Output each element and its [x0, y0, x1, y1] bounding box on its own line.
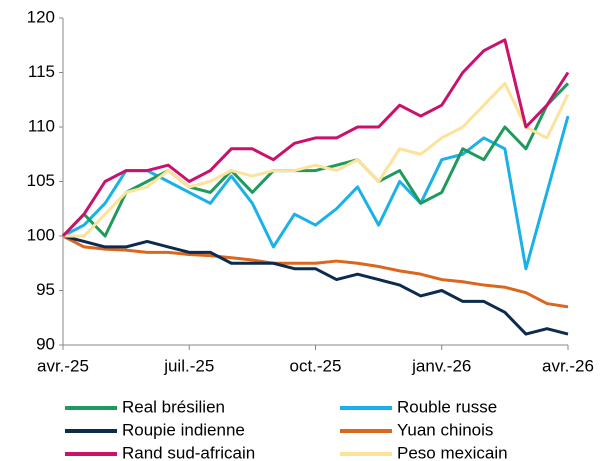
legend-label: Real brésilien [122, 397, 225, 416]
y-tick-label: 110 [28, 116, 55, 135]
series-line [63, 81, 570, 238]
legend-label: Rand sud-africain [122, 443, 255, 461]
y-tick-label: 95 [36, 280, 55, 299]
y-tick-label: 100 [27, 225, 55, 244]
y-tick-label: 105 [27, 171, 55, 190]
series-line [62, 234, 569, 309]
x-tick-label: janv.-26 [411, 356, 471, 375]
series-line [61, 82, 570, 238]
legend-label: Rouble russe [397, 397, 497, 416]
y-tick-label: 90 [36, 334, 55, 353]
series-line [62, 234, 569, 336]
x-tick-label: avr.-26 [542, 356, 594, 375]
y-tick-label: 115 [28, 62, 55, 81]
legend-label: Peso mexicain [397, 443, 508, 461]
x-tick-label: oct.-25 [290, 356, 342, 375]
y-tick-label: 120 [27, 7, 55, 26]
x-tick-label: juil.-25 [163, 356, 214, 375]
legend-label: Roupie indienne [122, 420, 245, 439]
legend-label: Yuan chinois [397, 420, 493, 439]
series-line [61, 38, 570, 238]
x-tick-label: avr.-25 [37, 356, 89, 375]
